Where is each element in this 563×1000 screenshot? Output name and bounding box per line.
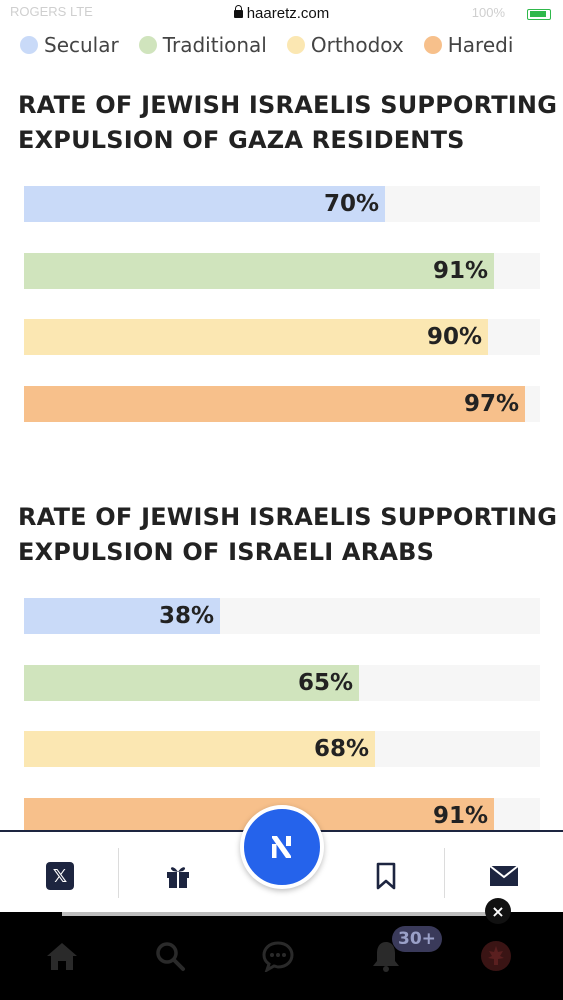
bar-traditional — [24, 664, 359, 701]
bar-value-label: 68% — [313, 736, 369, 762]
bar-track: 68% — [24, 731, 540, 767]
bar-track: 65% — [24, 664, 540, 701]
bar-track: 97% — [24, 385, 540, 422]
legend-label: Orthodox — [310, 33, 404, 57]
legend-label: Haredi — [447, 33, 514, 57]
chart-title-gaza: RATE OF JEWISH ISRAELIS SUPPORTING EXPUL… — [18, 88, 557, 158]
bar-value-label: 91% — [432, 802, 488, 829]
nav-profile[interactable] — [476, 936, 516, 976]
chart-title-line: RATE OF JEWISH ISRAELIS SUPPORTING — [18, 503, 558, 531]
share-x-button[interactable]: 𝕏 — [40, 856, 80, 896]
profile-icon — [481, 941, 511, 971]
bar-value-label: 97% — [463, 390, 519, 417]
legend-item-traditional: Traditional — [138, 33, 267, 57]
legend-swatch — [423, 36, 442, 54]
bar-secular — [24, 598, 220, 634]
carrier-label: ROGERS LTE — [10, 4, 93, 19]
bell-icon — [373, 942, 399, 972]
legend-item-haredi: Haredi — [423, 33, 514, 57]
mail-icon — [489, 865, 519, 886]
mail-button[interactable] — [484, 856, 524, 896]
haaretz-logo-button[interactable] — [240, 805, 324, 889]
bar-value-label: 91% — [432, 257, 488, 284]
nav-chat[interactable] — [258, 936, 298, 976]
bar-value-label: 90% — [426, 324, 482, 350]
search-icon — [156, 942, 185, 971]
bar-orthodox — [24, 319, 488, 355]
legend-swatch — [286, 36, 305, 54]
app-bottom-nav — [0, 912, 563, 1000]
nav-home[interactable] — [42, 936, 82, 976]
home-icon — [47, 943, 77, 970]
x-icon: 𝕏 — [46, 862, 74, 890]
toolbar-divider — [444, 848, 445, 898]
chart-legend: Secular Traditional Orthodox Haredi — [20, 33, 513, 57]
bar-value-label: 70% — [323, 191, 379, 217]
bar-track: 90% — [24, 319, 540, 355]
nav-notifications[interactable] — [366, 936, 406, 976]
bar-haredi — [24, 385, 525, 422]
battery-icon — [527, 9, 551, 20]
close-ad-button[interactable]: × — [485, 898, 511, 924]
status-bar: ROGERS LTE haaretz.com 100% — [0, 0, 563, 30]
haaretz-logo-icon — [272, 836, 291, 858]
chart-title-arabs: RATE OF JEWISH ISRAELIS SUPPORTING EXPUL… — [18, 500, 557, 570]
bar-track: 91% — [24, 252, 540, 289]
ad-banner-strip — [62, 912, 497, 916]
legend-label: Traditional — [162, 33, 267, 57]
battery-percent: 100% — [471, 5, 505, 20]
bookmark-icon — [376, 862, 396, 890]
chart-title-line: RATE OF JEWISH ISRAELIS SUPPORTING — [18, 91, 558, 119]
lock-icon — [233, 5, 243, 18]
legend-swatch — [20, 36, 38, 54]
bar-secular — [24, 186, 385, 222]
notification-badge: 30+ — [392, 926, 442, 952]
bookmark-button[interactable] — [366, 856, 406, 896]
address-bar[interactable]: haaretz.com — [0, 5, 563, 22]
bar-value-label: 65% — [297, 669, 353, 696]
legend-label: Secular — [44, 33, 119, 57]
close-icon: × — [491, 901, 505, 921]
bar-traditional — [24, 252, 494, 289]
bar-track: 70% — [24, 186, 540, 222]
gift-icon — [167, 867, 189, 888]
legend-item-orthodox: Orthodox — [286, 33, 404, 57]
bar-value-label: 38% — [158, 603, 214, 629]
nav-search[interactable] — [150, 936, 190, 976]
url-text: haaretz.com — [246, 5, 330, 22]
chat-icon — [262, 941, 294, 972]
bar-orthodox — [24, 731, 375, 767]
gift-button[interactable] — [158, 856, 198, 896]
legend-swatch — [138, 36, 157, 54]
bar-track: 38% — [24, 598, 540, 634]
chart-title-line: EXPULSION OF GAZA RESIDENTS — [18, 126, 465, 154]
toolbar-divider — [118, 848, 119, 898]
legend-item-secular: Secular — [20, 33, 119, 57]
chart-title-line: EXPULSION OF ISRAELI ARABS — [18, 538, 435, 566]
